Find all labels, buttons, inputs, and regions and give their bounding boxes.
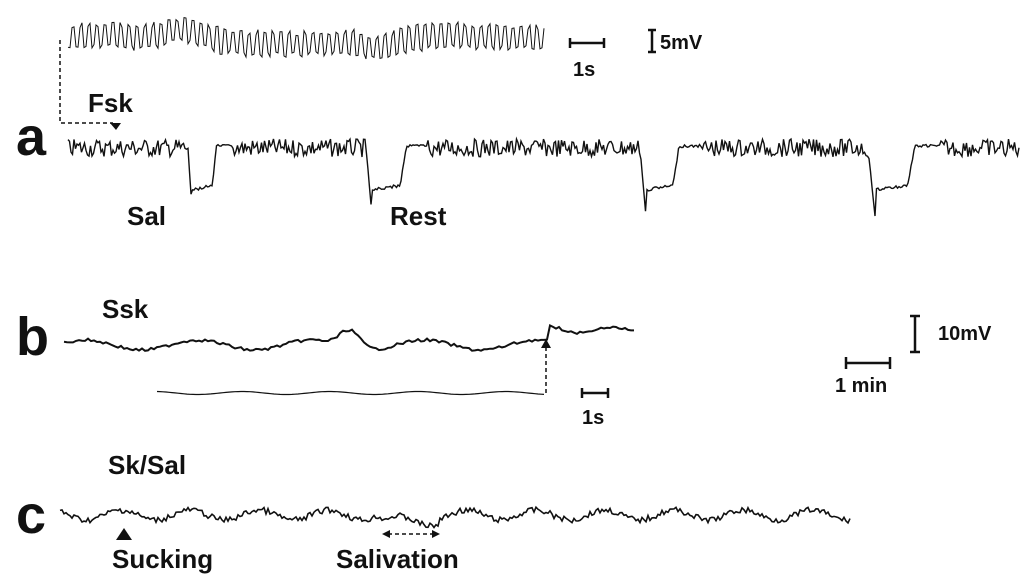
main-voltage-scale-bar [910, 314, 920, 354]
trace-b [63, 324, 634, 352]
annotation-sal: Sal [127, 201, 167, 231]
inset-b-link-arrow [541, 339, 551, 348]
scale-label-inset-a-voltage: 5mV [660, 32, 703, 54]
panel-letter-b: b [16, 307, 49, 367]
trace-label-ssk: Ssk [102, 294, 149, 324]
main-time-scale-bar [844, 357, 892, 369]
inset-a-time-scale-bar [568, 38, 606, 48]
annotation-sucking: Sucking [112, 544, 214, 574]
inset-b-time-scale-bar [580, 388, 610, 398]
inset-a-fast-trace [67, 17, 545, 60]
inset-b-slow-trace [156, 390, 545, 396]
annotation-rest: Rest [390, 201, 447, 231]
scale-label-inset-a-time: 1s [573, 59, 596, 81]
trace-label-fsk: Fsk [88, 88, 133, 118]
trace-label-sk-sal: Sk/Sal [108, 450, 187, 480]
scale-label-main-time: 1 min [835, 375, 888, 397]
scale-label-main-voltage: 10mV [938, 323, 992, 345]
panel-letter-a: a [16, 107, 47, 167]
trace-c [59, 505, 851, 529]
annotation-salivation: Salivation [336, 544, 459, 574]
trace-a [67, 136, 1020, 217]
inset-a-voltage-scale-bar [648, 28, 656, 54]
salivation-range-arrow [382, 530, 440, 538]
inset-a-link-arrow [110, 123, 121, 130]
panel-letter-c: c [16, 485, 47, 545]
scale-label-inset-b-time: 1s [582, 407, 605, 429]
sucking-marker-triangle [116, 528, 132, 540]
